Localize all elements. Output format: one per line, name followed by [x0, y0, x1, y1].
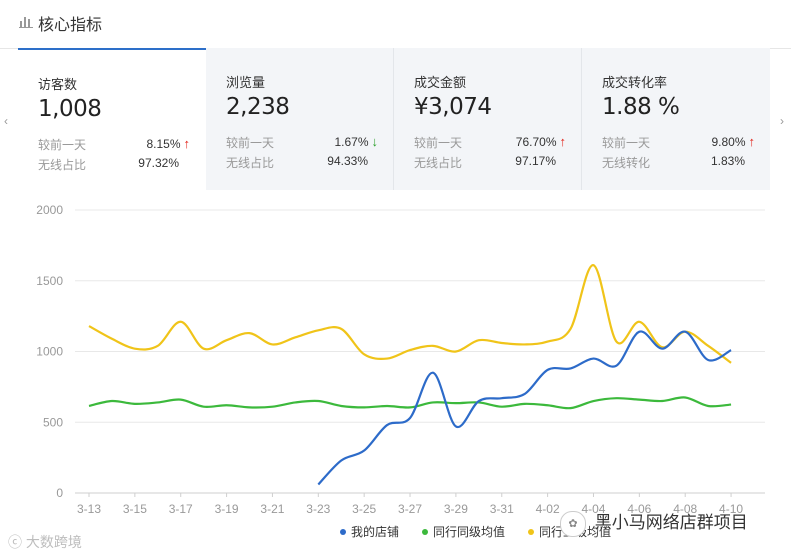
x-tick-label: 3-29 [444, 502, 468, 516]
compare-label: 较前一天 [602, 136, 651, 150]
next-arrow-icon[interactable]: › [780, 114, 784, 128]
arrow-up-icon: ↑ [559, 134, 567, 149]
compare-label: 较前一天 [414, 136, 463, 150]
ratio-label: 无线占比 [38, 158, 87, 172]
compare-label: 较前一天 [38, 138, 87, 152]
x-tick-label: 3-23 [306, 502, 330, 516]
series-line-0 [317, 330, 732, 486]
prev-arrow-icon[interactable]: ‹ [4, 114, 8, 128]
bar-chart-icon [19, 17, 33, 28]
y-tick-label: 1000 [36, 345, 63, 359]
x-tick-label: 4-06 [627, 502, 651, 516]
x-tick-label: 3-15 [123, 502, 147, 516]
watermark-left: ⓒ 大数跨境 [8, 534, 82, 550]
wechat-logo-icon: ✿ [560, 510, 586, 537]
ratio-value: 97.17% [515, 154, 556, 168]
arrow-down-icon: ↓ [371, 134, 379, 149]
compare-value: 8.15% ↑ [146, 136, 190, 151]
x-tick-label: 4-04 [581, 502, 605, 516]
metric-value: 2,238 [226, 94, 290, 120]
metric-name: 成交金额 [414, 75, 467, 90]
metric-value: 1,008 [38, 96, 102, 122]
y-tick-label: 2000 [36, 203, 63, 217]
x-tick-label: 3-25 [352, 502, 376, 516]
ratio-value: 94.33% [327, 154, 368, 168]
y-tick-label: 1500 [36, 274, 63, 288]
arrow-up-icon: ↑ [748, 134, 756, 149]
legend-label: 我的店铺 [351, 524, 399, 539]
ratio-label: 无线转化 [602, 156, 651, 170]
compare-label: 较前一天 [226, 136, 275, 150]
x-tick-label: 4-10 [719, 502, 743, 516]
legend-label: 同行同级均值 [433, 524, 505, 539]
series-line-2 [88, 264, 732, 364]
ratio-label: 无线占比 [226, 156, 275, 170]
x-tick-label: 3-31 [490, 502, 514, 516]
metric-name: 访客数 [38, 77, 78, 92]
arrow-up-icon: ↑ [183, 136, 191, 151]
x-tick-label: 4-08 [673, 502, 697, 516]
x-tick-label: 3-27 [398, 502, 422, 516]
compare-value: 1.67% ↓ [334, 134, 378, 149]
x-tick-label: 3-19 [215, 502, 239, 516]
watermark-logo-icon: ⓒ [8, 534, 22, 550]
metric-cards: 访客数 1,008 较前一天 8.15% ↑ 无线占比 97.32% 浏览量 2,… [18, 48, 770, 190]
watermark-right: ✿ 黑小马网络店群项目 [560, 508, 748, 537]
y-tick-label: 500 [43, 415, 63, 429]
legend-marker [528, 529, 534, 535]
legend-marker [422, 529, 428, 535]
trend-chart: 0 500 1000 1500 2000 3-13 3-15 3-17 3-19 3-21 3-23… [36, 203, 765, 539]
section-title: 核心指标 [38, 17, 103, 34]
ratio-label: 无线占比 [414, 156, 463, 170]
ratio-value: 97.32% [138, 156, 179, 170]
metric-name: 成交转化率 [602, 75, 668, 90]
series-line-1 [88, 396, 732, 410]
x-tick-label: 3-13 [77, 502, 101, 516]
metric-card-conversion[interactable]: 成交转化率 1.88 % 较前一天 9.80% ↑ 无线转化 1.83% [582, 48, 770, 190]
metric-value: 1.88 % [602, 94, 680, 120]
legend-marker [340, 529, 346, 535]
x-tick-label: 4-02 [536, 502, 560, 516]
y-tick-label: 0 [56, 486, 63, 500]
metric-card-gmv[interactable]: 成交金额 ¥3,074 较前一天 76.70% ↑ 无线占比 97.17% [394, 48, 582, 190]
metric-name: 浏览量 [226, 75, 266, 90]
metric-value: ¥3,074 [414, 94, 492, 120]
compare-value: 76.70% ↑ [515, 134, 567, 149]
ratio-value: 1.83% [710, 154, 745, 168]
x-tick-label: 3-17 [169, 502, 193, 516]
metric-card-pageviews[interactable]: 浏览量 2,238 较前一天 1.67% ↓ 无线占比 94.33% [206, 48, 394, 190]
section-header: 核心指标 [0, 0, 791, 49]
metric-card-visitors[interactable]: 访客数 1,008 较前一天 8.15% ↑ 无线占比 97.32% [18, 48, 206, 190]
x-tick-label: 3-21 [260, 502, 284, 516]
compare-value: 9.80% ↑ [711, 134, 755, 149]
